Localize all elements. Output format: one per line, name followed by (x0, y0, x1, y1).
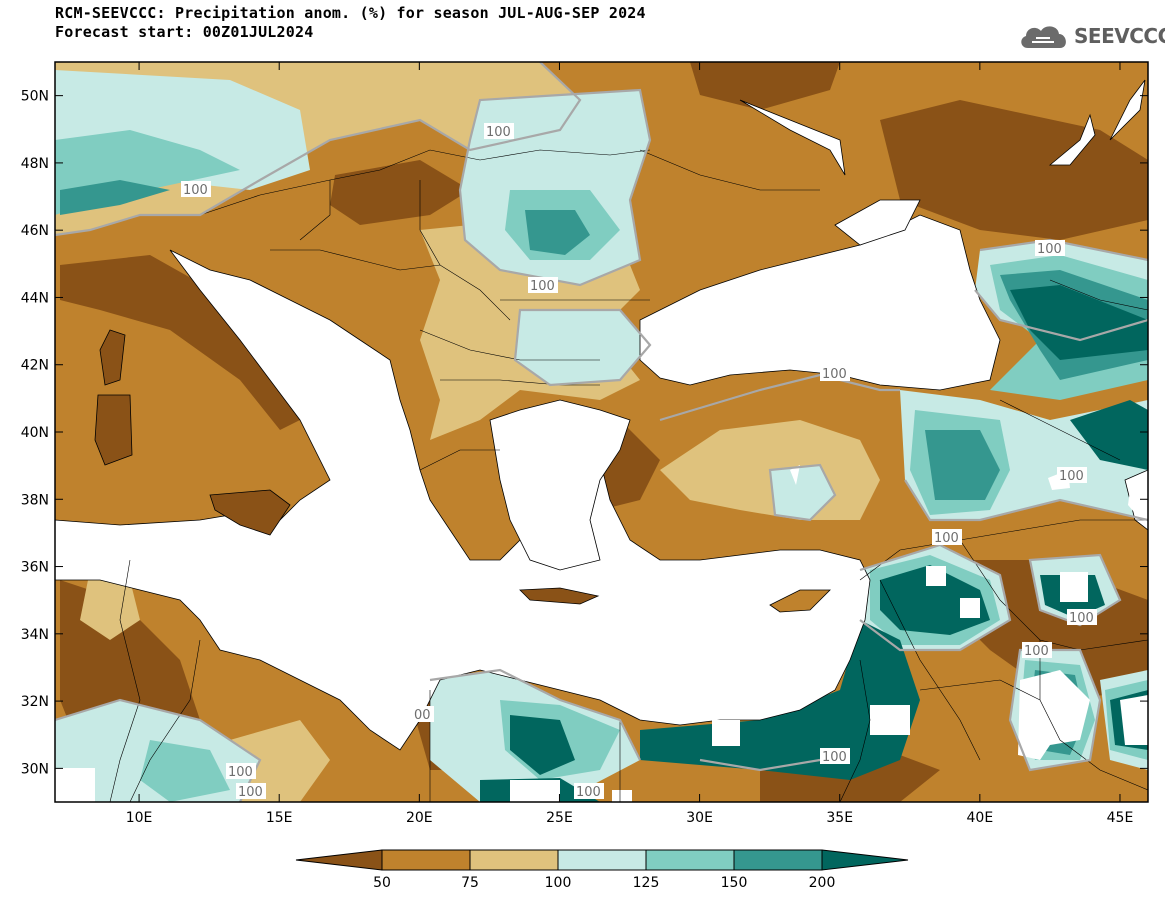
y-tick-label: 34N (21, 627, 49, 643)
aegean-sea (489, 399, 631, 571)
data-gap (1109, 79, 1146, 141)
crete (519, 587, 600, 605)
masked-cell (612, 790, 632, 802)
country-borders (109, 149, 1148, 802)
black-sea (639, 214, 1001, 391)
y-tick-label: 42N (21, 358, 49, 374)
data-gap (739, 99, 846, 176)
forecast-start-label: Forecast start: 00Z01JUL2024 (55, 23, 314, 41)
contour-label: 100 (238, 785, 263, 800)
y-tick-label: 44N (21, 290, 49, 306)
seevccc-logo: SEEVCCC (1018, 20, 1165, 52)
x-tick-label: 10E (126, 810, 153, 826)
x-tick-label: 15E (266, 810, 293, 826)
contour-label: 100 (530, 279, 555, 294)
colorbar-swatch (381, 849, 471, 871)
sardinia (94, 394, 133, 466)
contour-label: 100 (822, 750, 847, 765)
x-tick-label: 25E (546, 810, 573, 826)
contour-label-group: 100 100 100 100 100 100 100 100 100 100 … (181, 123, 1097, 800)
masked-cell (790, 465, 800, 485)
colorbar-swatch (733, 849, 823, 871)
x-tick-label: 20E (406, 810, 433, 826)
colorbar-label: 100 (545, 875, 572, 891)
masked-cell (510, 780, 560, 802)
contour-label: 100 (1024, 644, 1049, 659)
x-tick-label: 30E (686, 810, 713, 826)
contour-label: 100 (183, 183, 208, 198)
masked-cell (926, 566, 946, 586)
contour-label: 100 (576, 785, 601, 800)
x-axis: 10E 15E 20E 25E 30E 35E 40E 45E (126, 62, 1134, 826)
colorbar-label: 50 (373, 875, 391, 891)
x-tick-label: 40E (967, 810, 994, 826)
y-tick-label: 38N (21, 492, 49, 508)
contour-label: 100 (1037, 242, 1062, 257)
masked-cell (870, 705, 910, 735)
y-tick-label: 46N (21, 223, 49, 239)
mediterranean-sea (55, 249, 871, 751)
masked-cell (960, 598, 980, 618)
masked-cell (1120, 695, 1148, 745)
y-tick-label: 40N (21, 425, 49, 441)
colorbar-swatch-high (821, 849, 909, 871)
colorbar-label: 125 (633, 875, 660, 891)
contour-label: 100 (934, 531, 959, 546)
y-axis: 50N 48N 46N 44N 42N 40N 38N 36N 34N 32N 30N (21, 89, 1148, 777)
colorbar-swatch-low (295, 849, 383, 871)
data-gap (1048, 113, 1096, 166)
masked-cell (1018, 670, 1090, 760)
contour-label: 100 (1059, 469, 1084, 484)
sea-mask (55, 79, 1148, 751)
contour-label: 100 (822, 367, 847, 382)
x-tick-label: 35E (826, 810, 853, 826)
y-tick-label: 48N (21, 156, 49, 172)
colorbar-swatch (557, 849, 647, 871)
corsica (99, 329, 126, 386)
islands (94, 329, 831, 613)
colorbar-label: 150 (721, 875, 748, 891)
x-tick-label: 45E (1107, 810, 1134, 826)
colorbar-swatch (645, 849, 735, 871)
masked-cell (1128, 490, 1148, 525)
map-title: RCM-SEEVCCC: Precipitation anom. (%) for… (55, 4, 646, 22)
contour-label: 100 (1069, 611, 1094, 626)
contour-label: 00 (414, 708, 431, 723)
masked-cell (712, 720, 740, 746)
cloud-icon (1021, 26, 1066, 48)
logo-text: SEEVCCC (1074, 24, 1165, 48)
cyprus (769, 589, 831, 613)
colorbar-label: 75 (461, 875, 479, 891)
y-tick-label: 30N (21, 761, 49, 777)
sea-of-azov (834, 199, 921, 246)
contour-label: 100 (228, 765, 253, 780)
masked-cell (1060, 572, 1088, 602)
colorbar: 50 75 100 125 150 200 (295, 849, 909, 891)
masked-cell (55, 768, 95, 802)
map-fill: 100 100 100 100 100 100 100 100 100 100 … (55, 62, 1148, 802)
contour-label: 100 (486, 125, 511, 140)
sicily (209, 489, 291, 536)
colorbar-label: 200 (809, 875, 836, 891)
y-tick-label: 50N (21, 89, 49, 105)
y-tick-label: 32N (21, 694, 49, 710)
colorbar-swatch (469, 849, 559, 871)
y-tick-label: 36N (21, 560, 49, 576)
